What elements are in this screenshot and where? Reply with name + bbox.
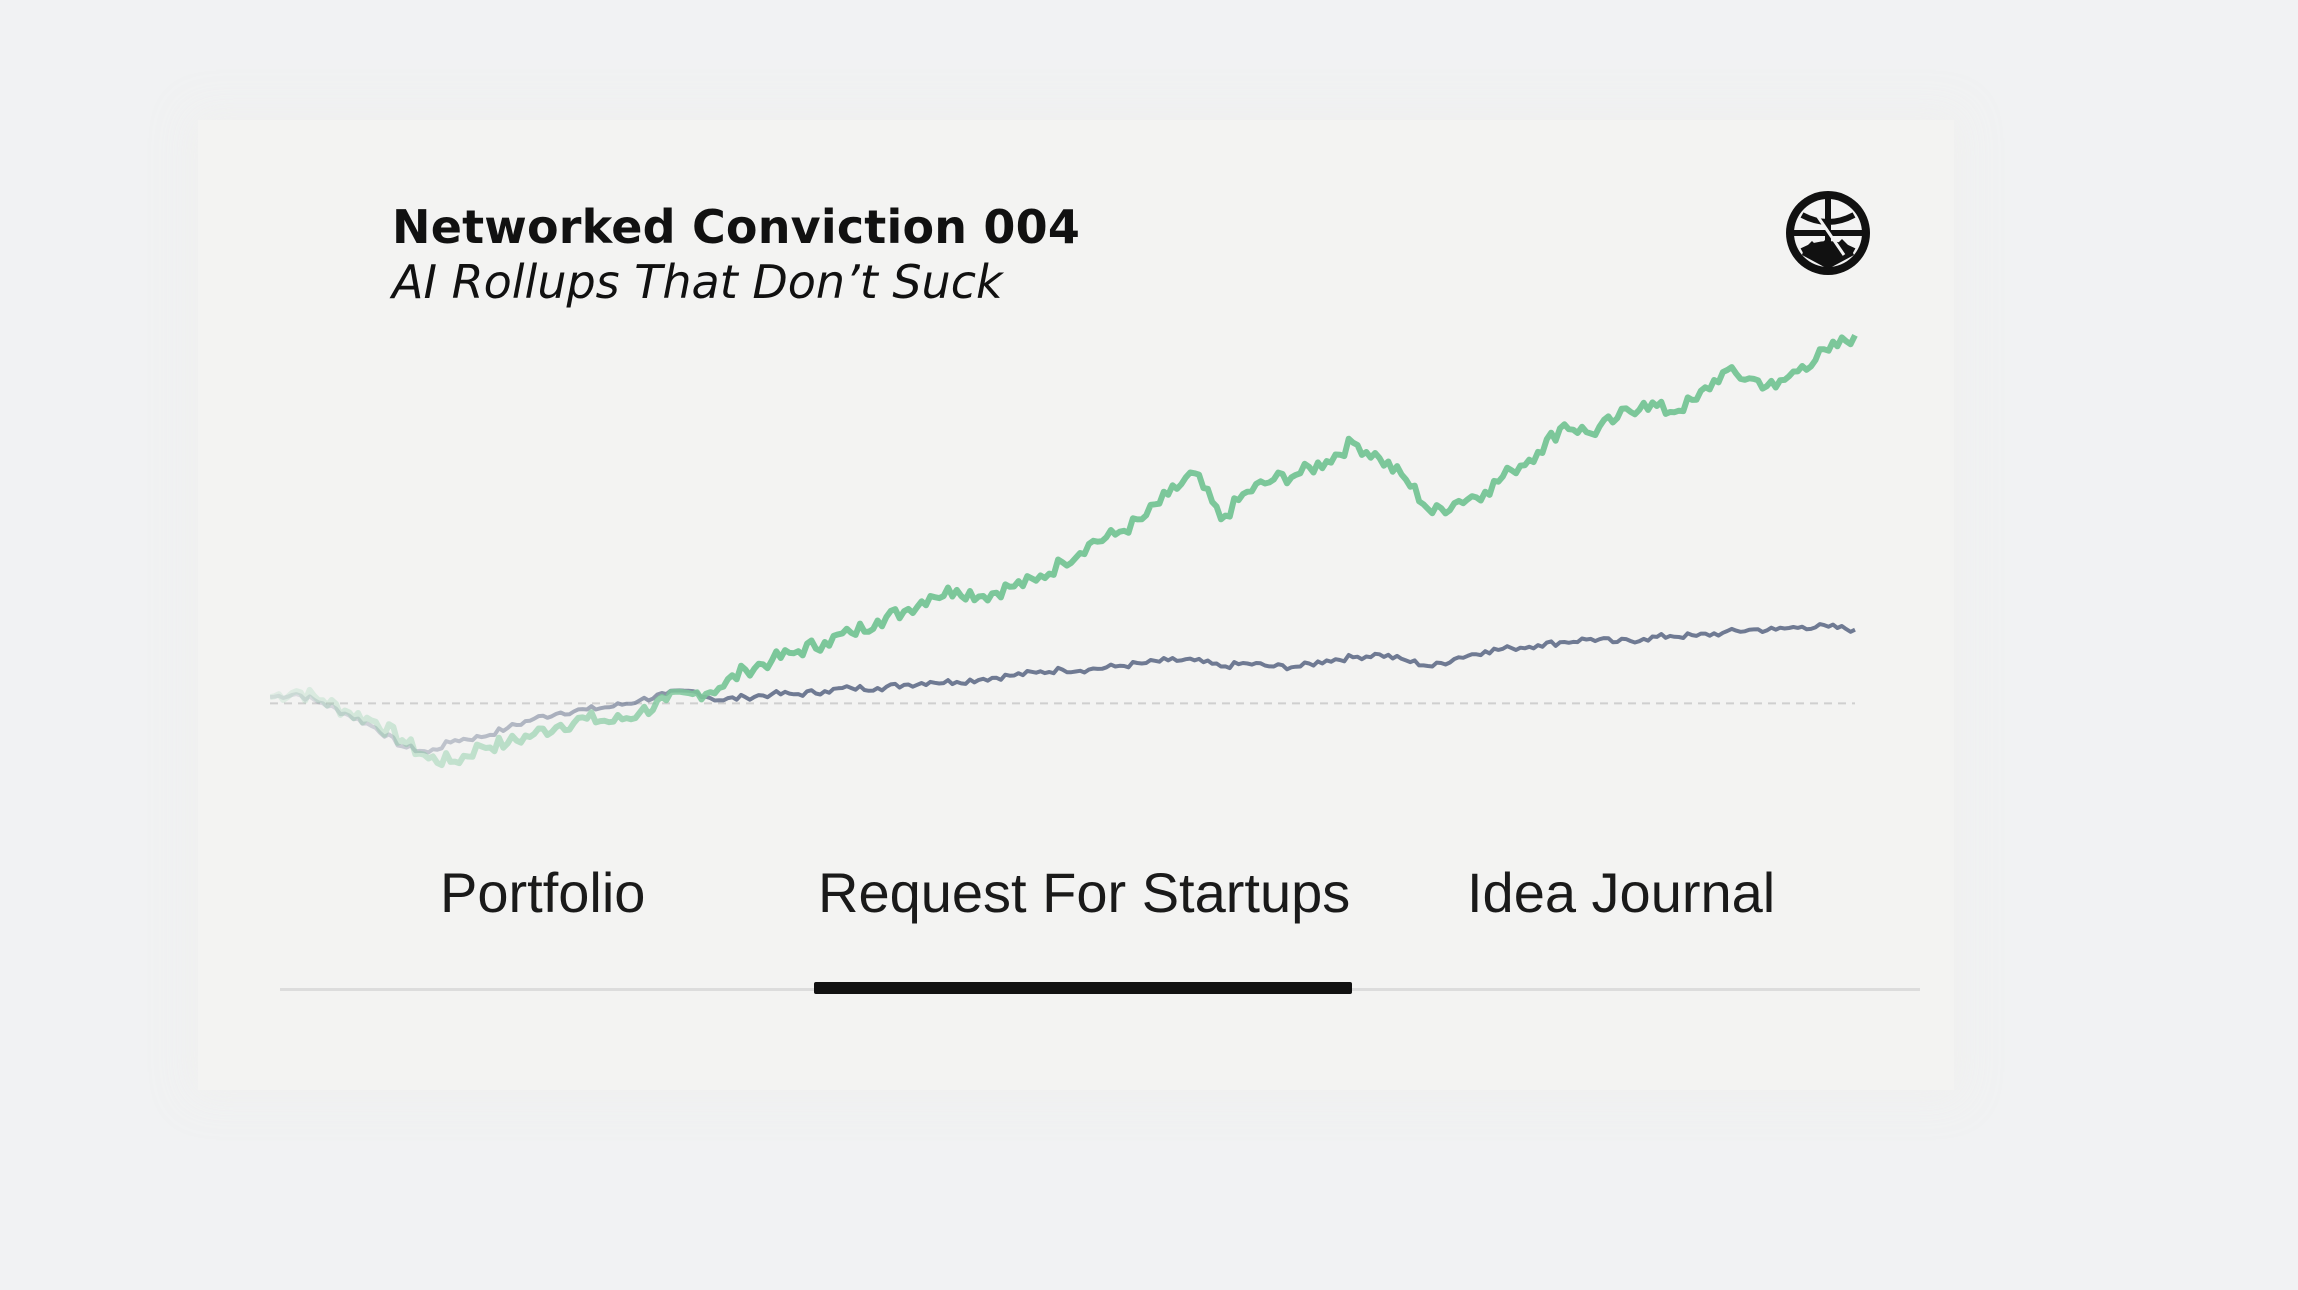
series-line-blue — [270, 622, 1856, 755]
globe-cracked-logo-icon[interactable] — [1784, 189, 1872, 277]
active-tab-indicator — [814, 982, 1352, 994]
hero-card — [198, 120, 1954, 1090]
tab-bar: Portfolio Request For Startups Idea Jour… — [280, 860, 1920, 994]
page-subtitle: AI Rollups That Don’t Suck — [392, 255, 1003, 310]
performance-chart — [270, 333, 1858, 769]
page-title: Networked Conviction 004 — [392, 200, 1081, 254]
tab-idea-journal[interactable]: Idea Journal — [1467, 861, 1776, 924]
tab-request-for-startups[interactable]: Request For Startups — [818, 861, 1351, 924]
series-line-green — [270, 333, 1858, 769]
header: Networked Conviction 004 AI Rollups That… — [392, 200, 1080, 310]
tab-portfolio[interactable]: Portfolio — [440, 861, 646, 924]
